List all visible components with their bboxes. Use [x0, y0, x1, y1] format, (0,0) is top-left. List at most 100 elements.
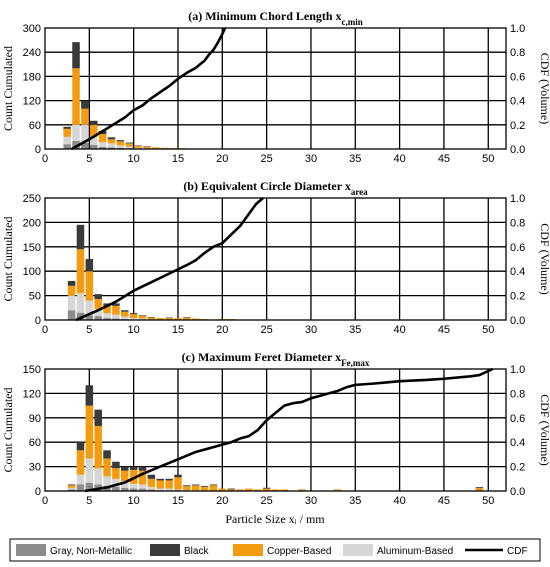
bar-gray-non-metallic [67, 310, 76, 320]
bar-copper-based [125, 143, 133, 147]
y-tick-label: 60 [29, 437, 41, 449]
legend: Gray, Non-Metallic Black Copper-Based Alumi… [9, 538, 541, 562]
bar-copper-based [254, 489, 262, 491]
x-tick-label: 30 [305, 153, 317, 165]
y-tick-label: 0 [35, 315, 41, 327]
bar-aluminum-based [129, 483, 138, 489]
bar-gray-non-metallic [85, 315, 94, 320]
bar-gray-non-metallic [76, 484, 85, 491]
bar-copper-based [183, 317, 191, 320]
bar-aluminum-based [94, 468, 102, 485]
bar-black [72, 42, 80, 69]
legend-swatch-aluminum-based [343, 544, 373, 556]
bar-black [94, 409, 102, 426]
bar-black [165, 478, 173, 481]
bar-black [103, 450, 111, 459]
bar-black [156, 478, 165, 481]
x-tick-label: 0 [42, 495, 48, 507]
chart-panel-1: (a) Minimum Chord Length xc,min 0 60 120 180… [1, 9, 550, 165]
x-tick-label: 30 [305, 324, 317, 336]
y-tick-label: 50 [29, 291, 41, 303]
bar-gray-non-metallic [89, 144, 98, 149]
legend-label: Gray, Non-Metallic [50, 546, 132, 557]
bar-black [174, 474, 182, 478]
bar-black [138, 466, 147, 471]
plot-frame [44, 197, 507, 321]
y2-tick-label: 0.8 [510, 217, 525, 229]
bar-aluminum-based [107, 143, 116, 148]
y-tick-label: 90 [29, 413, 41, 425]
bar-black [191, 484, 200, 486]
x-tick-label: 40 [393, 495, 405, 507]
y-tick-label: 0 [35, 486, 41, 498]
y2-tick-label: 0.2 [510, 120, 525, 132]
y2-tick-label: 0.8 [510, 388, 525, 400]
bar-gray-non-metallic [112, 486, 120, 491]
y2-tick-label: 0.0 [510, 486, 525, 498]
bar-copper-based [152, 147, 160, 149]
bar-copper-based [165, 480, 173, 489]
bar-copper-based [94, 299, 102, 309]
legend-label: Copper-Based [267, 546, 331, 557]
bar-aluminum-based [147, 486, 156, 490]
plot-frame [44, 27, 507, 150]
bar-copper-based [103, 458, 111, 477]
x-tick-label: 25 [261, 495, 273, 507]
x-tick-label: 20 [216, 324, 228, 336]
bar-copper-based [160, 147, 169, 149]
x-tick-label: 45 [438, 324, 450, 336]
x-tick-label: 35 [349, 324, 361, 336]
cdf-line [75, 197, 264, 322]
y2-tick-label: 0.4 [510, 96, 525, 108]
legend-label: Aluminum-Based [377, 546, 453, 557]
bar-gray-non-metallic [63, 144, 71, 149]
bar-copper-based [191, 485, 200, 491]
bar-gray-non-metallic [94, 316, 102, 320]
bar-black [63, 126, 71, 129]
bar-copper-based [165, 318, 173, 320]
bar-aluminum-based [94, 308, 102, 317]
bar-black [67, 484, 76, 486]
bar-black [85, 259, 94, 272]
bar-copper-based [156, 480, 165, 489]
bar-copper-based [76, 450, 85, 475]
bar-gray-non-metallic [107, 147, 116, 149]
y-tick-label: 300 [23, 23, 41, 35]
bar-copper-based [112, 305, 120, 315]
bar-gray-non-metallic [72, 140, 80, 149]
chart-title: (a) Minimum Chord Length xc,min [188, 9, 363, 27]
bar-aluminum-based [85, 300, 94, 316]
y2-tick-label: 0.4 [510, 266, 525, 278]
y-tick-label: 200 [23, 217, 41, 229]
bar-copper-based [262, 488, 271, 491]
y2-tick-label: 1.0 [510, 193, 525, 205]
bar-copper-based [333, 489, 342, 491]
bar-aluminum-based [129, 318, 138, 320]
plot-frame [44, 368, 507, 492]
bar-black [107, 137, 116, 140]
x-tick-label: 0 [42, 324, 48, 336]
bar-aluminum-based [72, 124, 80, 141]
bar-copper-based [98, 134, 107, 143]
chart-title-subscript: area [351, 187, 368, 197]
y2-tick-label: 0.0 [510, 315, 525, 327]
bar-black [121, 466, 129, 471]
cdf-line [70, 27, 227, 151]
bar-aluminum-based [67, 487, 76, 490]
bar-black [81, 100, 89, 109]
bar-copper-based [112, 468, 120, 479]
legend-label: Black [184, 546, 209, 557]
y2-tick-label: 0.6 [510, 242, 525, 254]
bar-aluminum-based [138, 484, 147, 489]
bar-gray-non-metallic [67, 489, 76, 491]
bar-aluminum-based [156, 488, 165, 491]
bar-copper-based [174, 318, 182, 320]
bar-copper-based [72, 68, 80, 125]
bar-black [76, 224, 85, 250]
chart-title-subscript: c,min [342, 17, 363, 27]
bar-copper-based [85, 271, 94, 301]
bar-black [76, 442, 85, 451]
y-tick-label: 150 [23, 242, 41, 254]
y2-tick-label: 0.2 [510, 462, 525, 474]
bar-aluminum-based [85, 458, 94, 483]
